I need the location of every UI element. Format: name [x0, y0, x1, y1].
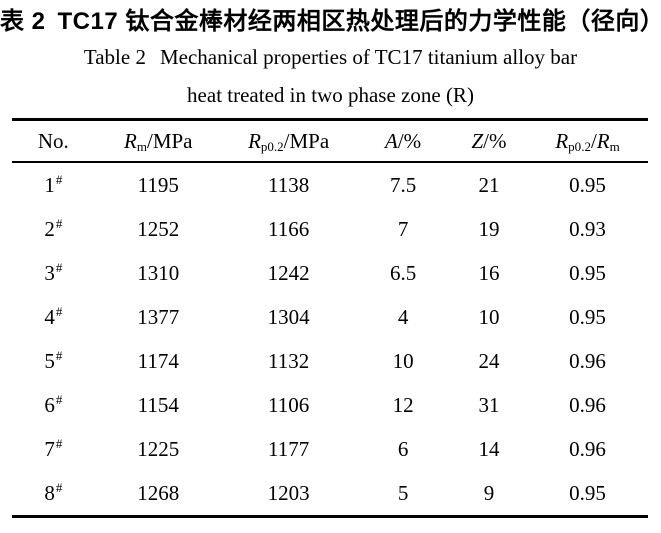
cell-ratio: 0.95	[569, 260, 606, 285]
cell-rp02: 1203	[267, 480, 310, 505]
cell-rp02: 1304	[267, 304, 310, 329]
cell-ratio: 0.95	[569, 480, 606, 505]
cell-rp02: 1166	[268, 216, 310, 241]
cell-ratio: 0.93	[569, 216, 606, 241]
cell-rp02: 1106	[268, 392, 310, 417]
table-row: 5# 1174 1132 10 24 0.96	[12, 339, 648, 383]
table-caption-en-line2: heat treated in two phase zone (R)	[187, 83, 474, 107]
cell-a: 10	[392, 348, 414, 373]
table-row: 4# 1377 1304 4 10 0.95	[12, 295, 648, 339]
cell-no: 5#	[44, 348, 63, 373]
cell-a: 7	[397, 216, 409, 241]
cell-no: 4#	[44, 304, 63, 329]
cell-rm: 1154	[137, 392, 179, 417]
cell-rp02: 1242	[267, 260, 310, 285]
cell-ratio: 0.95	[569, 172, 606, 197]
cell-rm: 1225	[137, 436, 180, 461]
cell-a: 7.5	[389, 172, 417, 197]
cell-z: 9	[483, 480, 495, 505]
cell-ratio: 0.95	[569, 304, 606, 329]
table-caption-zh-title: TC17 钛合金棒材经两相区热处理后的力学性能（径向）	[57, 8, 661, 35]
cell-rm: 1268	[137, 480, 180, 505]
col-header-ratio: Rp0.2/Rm	[555, 128, 620, 154]
cell-no: 6#	[44, 392, 63, 417]
cell-rp02: 1177	[268, 436, 310, 461]
table-row: 7# 1225 1177 6 14 0.96	[12, 427, 648, 471]
cell-a: 6.5	[389, 260, 417, 285]
cell-no: 1#	[44, 172, 63, 197]
cell-a: 12	[392, 392, 414, 417]
sample-mark: #	[55, 260, 63, 276]
table-caption-en-label: Table 2	[83, 45, 146, 69]
cell-ratio: 0.96	[569, 348, 606, 373]
cell-ratio: 0.96	[569, 436, 606, 461]
cell-no: 8#	[44, 480, 63, 505]
cell-a: 4	[397, 304, 409, 329]
sample-mark: #	[55, 392, 63, 408]
cell-no: 7#	[44, 436, 63, 461]
cell-rm: 1310	[137, 260, 180, 285]
table-caption-en-line1: Table 2 Mechanical properties of TC17 tit…	[0, 38, 661, 76]
table-caption-en-title: Mechanical properties of TC17 titanium a…	[159, 45, 578, 69]
table-row: 6# 1154 1106 12 31 0.96	[12, 383, 648, 427]
col-header-no: No.	[37, 128, 69, 153]
table-row: 3# 1310 1242 6.5 16 0.95	[12, 251, 648, 295]
col-header-z: Z/%	[471, 128, 507, 153]
cell-rp02: 1132	[268, 348, 310, 373]
sample-mark: #	[55, 216, 63, 232]
cell-rm: 1252	[137, 216, 180, 241]
sample-mark: #	[55, 172, 63, 188]
table-caption-zh: 表 2 TC17 钛合金棒材经两相区热处理后的力学性能（径向）	[0, 6, 661, 38]
cell-z: 31	[478, 392, 500, 417]
sample-mark: #	[55, 436, 63, 452]
mechanical-properties-table: No. Rm/MPa Rp0.2/MPa A/% Z/% Rp0.2/Rm 1#…	[12, 118, 648, 518]
col-header-a: A/%	[385, 128, 422, 153]
cell-z: 19	[478, 216, 500, 241]
cell-z: 21	[478, 172, 500, 197]
cell-z: 16	[478, 260, 500, 285]
cell-z: 10	[478, 304, 500, 329]
table-row: 8# 1268 1203 5 9 0.95	[12, 471, 648, 517]
cell-rp02: 1138	[268, 172, 310, 197]
table-caption-zh-label: 表 2	[0, 8, 46, 35]
sample-mark: #	[55, 304, 63, 320]
cell-z: 24	[478, 348, 500, 373]
table-header-row: No. Rm/MPa Rp0.2/MPa A/% Z/% Rp0.2/Rm	[12, 120, 648, 162]
col-header-rm: Rm/MPa	[124, 128, 193, 154]
table-row: 2# 1252 1166 7 19 0.93	[12, 207, 648, 251]
cell-ratio: 0.96	[569, 392, 606, 417]
cell-no: 2#	[44, 216, 63, 241]
cell-z: 14	[478, 436, 500, 461]
cell-a: 6	[397, 436, 409, 461]
sample-mark: #	[55, 348, 63, 364]
table-row: 1# 1195 1138 7.5 21 0.95	[12, 162, 648, 207]
col-header-rp02: Rp0.2/MPa	[248, 128, 330, 154]
cell-a: 5	[397, 480, 409, 505]
cell-rm: 1195	[137, 172, 179, 197]
cell-rm: 1377	[137, 304, 180, 329]
cell-no: 3#	[44, 260, 63, 285]
cell-rm: 1174	[137, 348, 179, 373]
sample-mark: #	[55, 480, 63, 496]
